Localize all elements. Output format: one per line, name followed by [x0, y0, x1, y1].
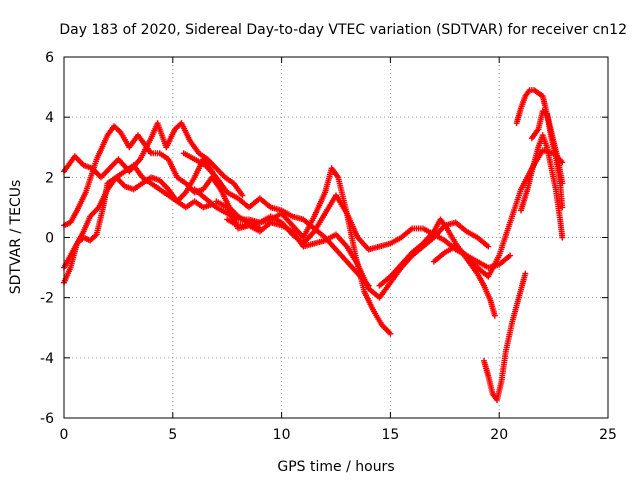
y-tick-label: -2 [40, 291, 54, 307]
x-tick-label: 5 [168, 427, 177, 443]
x-axis-label: GPS time / hours [277, 459, 394, 475]
x-tick-label: 25 [599, 427, 617, 443]
series-track-8 [224, 192, 372, 253]
x-tick-label: 0 [60, 427, 69, 443]
data-point [507, 252, 514, 259]
series-track-2 [61, 120, 246, 199]
axis-ticks: 0 5 10 15 20 25 -6 -4 -2 0 2 4 6 [40, 50, 617, 443]
series-track-4 [61, 174, 215, 271]
data-point [559, 159, 566, 166]
y-tick-label: -4 [40, 351, 54, 367]
data-point [365, 282, 372, 289]
series-track-15 [517, 132, 566, 241]
y-tick-label: 0 [45, 231, 54, 247]
data-point [485, 243, 492, 250]
data-point [559, 204, 566, 211]
x-tick-label: 10 [273, 427, 291, 443]
y-axis-label: SDTVAR / TECUs [8, 180, 24, 295]
y-tick-label: 2 [45, 170, 54, 186]
series-layer [61, 87, 566, 403]
data-point [559, 234, 566, 241]
chart-title: Day 183 of 2020, Sidereal Day-to-day VTE… [59, 22, 627, 38]
x-tick-label: 20 [490, 427, 508, 443]
data-point [522, 270, 529, 277]
y-tick-label: 6 [45, 50, 54, 66]
y-tick-label: -6 [40, 411, 54, 427]
data-point [491, 312, 498, 319]
data-point [387, 330, 394, 337]
series-track-10 [376, 219, 492, 289]
data-point [239, 192, 246, 199]
x-tick-label: 15 [381, 427, 399, 443]
y-tick-label: 4 [45, 110, 54, 126]
series-track-13 [480, 270, 529, 403]
series-track-16 [528, 108, 566, 211]
